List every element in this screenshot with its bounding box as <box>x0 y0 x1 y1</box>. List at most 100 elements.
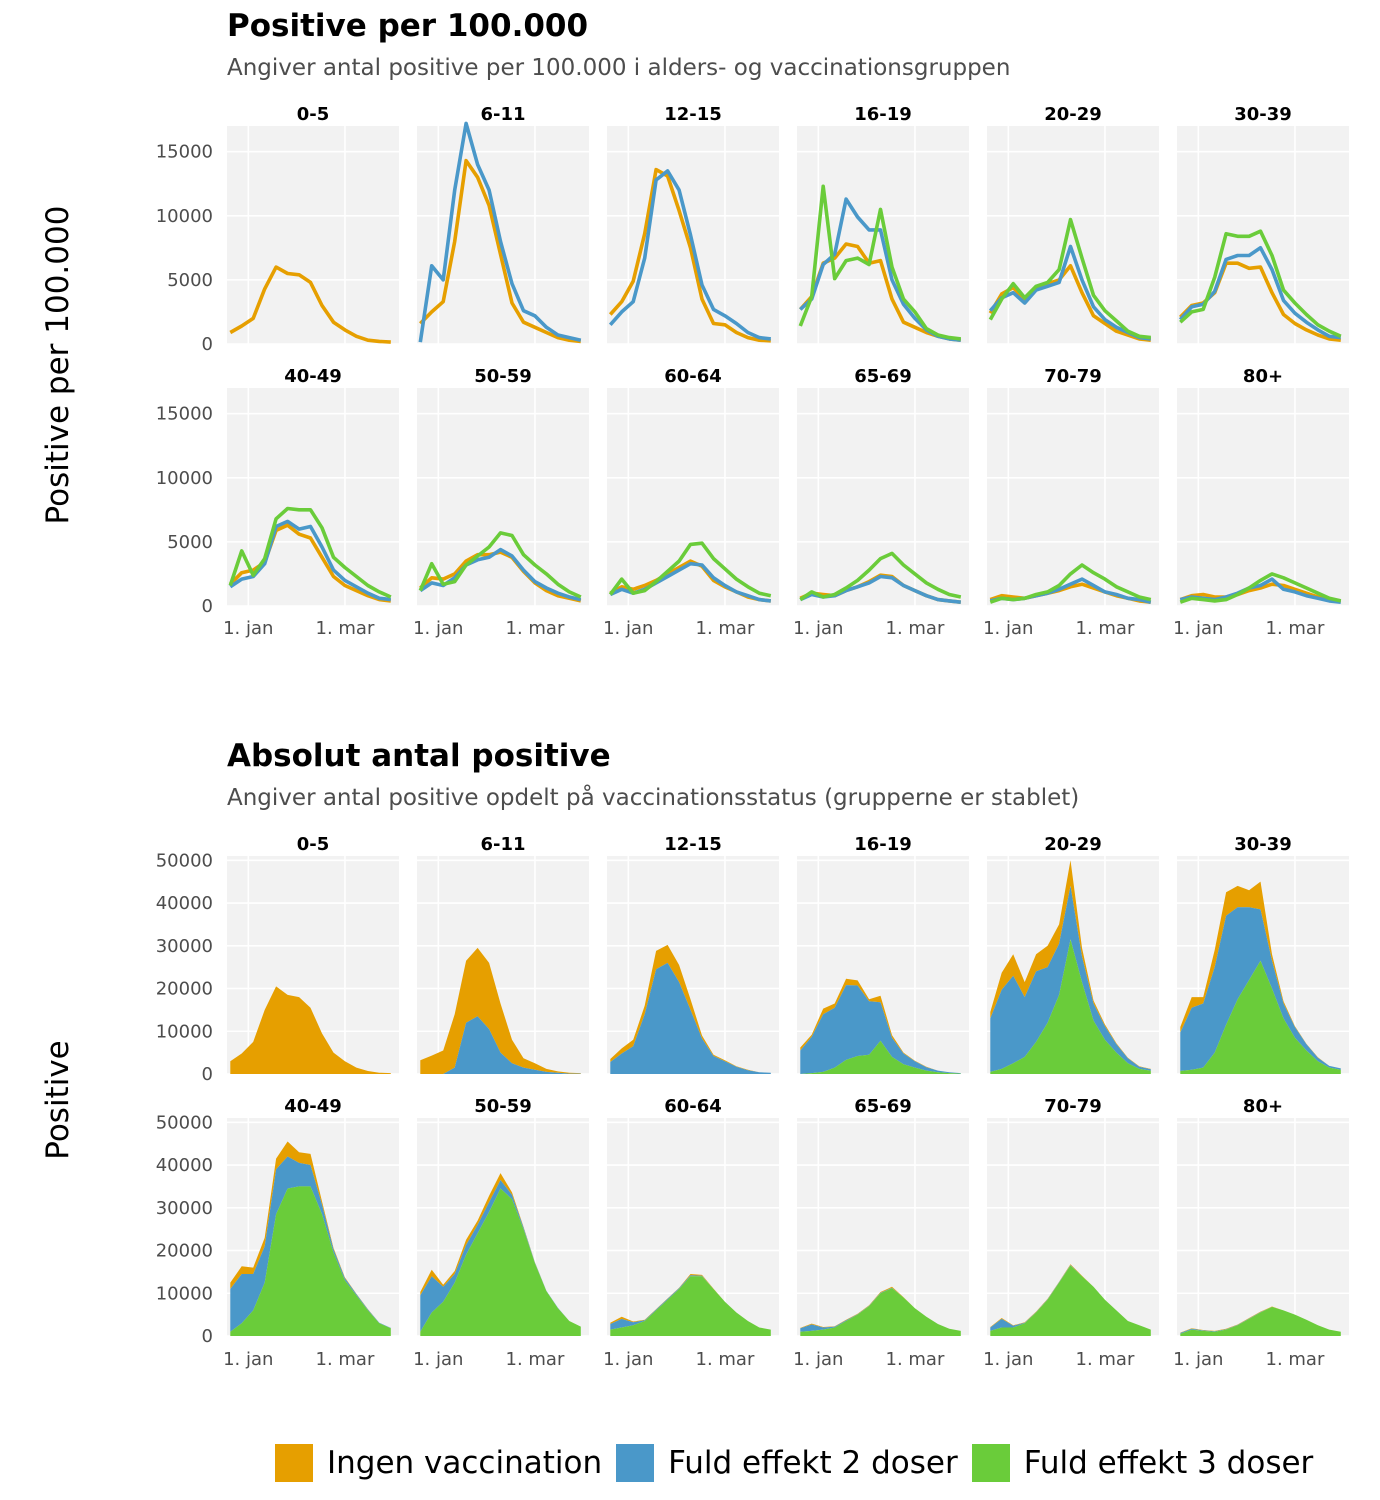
y-tick-label: 30000 <box>156 1198 213 1219</box>
x-tick-label: 1. mar <box>696 1349 755 1370</box>
panel-background <box>797 388 969 606</box>
legend-item-dose3: Fuld effekt 3 doser <box>971 1444 1313 1482</box>
top-block-subtitle: Angiver antal positive per 100.000 i ald… <box>227 55 1011 81</box>
series-ingen-line <box>419 550 582 603</box>
series-dose3-line <box>418 531 582 599</box>
panel-title: 30-39 <box>1234 834 1292 855</box>
area-dose2 <box>990 1265 1151 1331</box>
panel-title: 60-64 <box>664 366 722 387</box>
panel-30-39: 30-39 <box>1177 834 1349 1075</box>
legend-swatch-dose3 <box>971 1444 1010 1482</box>
y-tick-label: 30000 <box>156 936 213 957</box>
panel-title: 20-29 <box>1044 834 1102 855</box>
panel-60-64: 60-64 <box>607 1096 779 1337</box>
panel-40-49: 40-49 <box>227 366 399 607</box>
panel-title: 16-19 <box>854 104 912 125</box>
chart-per-100000: 0-5 0 5000 10000 15000 6-11 12-15 16-19 20-29 30-… <box>156 104 1349 639</box>
area-dose3 <box>420 1188 581 1336</box>
area-ingen <box>420 947 581 1074</box>
y-tick-label: 40000 <box>156 1155 213 1176</box>
area-dose2 <box>230 1156 391 1332</box>
x-tick-label: 1. mar <box>1266 618 1325 639</box>
x-tick-label: 1. jan <box>1173 1349 1223 1370</box>
panel-50-59: 50-59 <box>417 366 589 607</box>
y-tick-label: 0 <box>202 1064 213 1085</box>
area-ingen <box>800 978 961 1074</box>
panel-65-69: 65-69 <box>797 366 969 607</box>
series-ingen-line <box>229 265 391 344</box>
panel-80+: 80+ <box>1177 1096 1349 1337</box>
x-tick-label: 1. mar <box>506 1349 565 1370</box>
y-tick-label: 10000 <box>156 1283 213 1304</box>
area-dose2 <box>1180 1306 1341 1334</box>
panel-title: 70-79 <box>1044 1096 1102 1117</box>
x-tick-label: 1. mar <box>506 618 565 639</box>
legend: Ingen vaccination Fuld effekt 2 doser Fu… <box>275 1444 1327 1482</box>
x-tick-label: 1. mar <box>696 618 755 639</box>
area-dose3 <box>800 1040 961 1074</box>
y-tick-label: 15000 <box>156 404 213 425</box>
panel-0-5: 0-5 <box>227 834 399 1075</box>
x-tick-label: 1. jan <box>793 1349 843 1370</box>
area-dose2 <box>610 962 771 1074</box>
y-tick-label: 0 <box>202 1326 213 1347</box>
series-dose2-line <box>418 121 582 343</box>
x-tick-label: 1. mar <box>1076 618 1135 639</box>
x-tick-label: 1. mar <box>316 618 375 639</box>
panel-20-29: 20-29 <box>987 834 1159 1075</box>
series-dose3-line <box>799 551 962 602</box>
legend-label-ingen: Ingen vaccination <box>327 1445 603 1481</box>
x-tick-label: 1. jan <box>223 618 273 639</box>
legend-swatch-dose2 <box>616 1444 655 1482</box>
panel-40-49: 40-49 <box>227 1096 399 1337</box>
legend-swatch-ingen <box>275 1444 313 1482</box>
legend-item-dose2: Fuld effekt 2 doser <box>616 1444 958 1482</box>
panel-title: 65-69 <box>854 1096 912 1117</box>
x-tick-label: 1. jan <box>1173 618 1223 639</box>
panel-background <box>607 388 779 606</box>
panel-title: 60-64 <box>664 1096 722 1117</box>
x-tick-label: 1. jan <box>413 618 463 639</box>
legend-label-dose2: Fuld effekt 2 doser <box>668 1445 958 1481</box>
x-tick-label: 1. jan <box>223 1349 273 1370</box>
area-dose3 <box>990 939 1151 1074</box>
series-ingen-line <box>608 167 771 343</box>
x-tick-label: 1. jan <box>603 1349 653 1370</box>
panel-30-39: 30-39 <box>1177 104 1349 345</box>
series-dose2-line <box>608 169 772 341</box>
panel-background <box>987 388 1159 606</box>
panel-12-15: 12-15 <box>607 834 779 1075</box>
panel-70-79: 70-79 <box>987 1096 1159 1337</box>
y-tick-label: 50000 <box>156 850 213 871</box>
panel-title: 0-5 <box>297 834 330 855</box>
x-tick-label: 1. mar <box>1266 1349 1325 1370</box>
x-tick-label: 1. jan <box>413 1349 463 1370</box>
panel-50-59: 50-59 <box>417 1096 589 1337</box>
series-dose3-line <box>1179 572 1342 604</box>
legend-item-ingen: Ingen vaccination <box>275 1444 602 1482</box>
panel-background <box>417 126 589 344</box>
area-ingen <box>230 986 391 1074</box>
y-tick-label: 15000 <box>156 142 213 163</box>
panel-80+: 80+ <box>1177 366 1349 607</box>
x-tick-label: 1. jan <box>983 1349 1033 1370</box>
y-tick-label: 5000 <box>167 532 213 553</box>
series-dose3-line <box>1179 229 1342 338</box>
area-dose2 <box>610 1275 771 1330</box>
y-tick-label: 50000 <box>156 1112 213 1133</box>
panel-6-11: 6-11 <box>417 104 589 345</box>
series-ingen-line <box>419 158 581 344</box>
panel-title: 80+ <box>1243 1096 1283 1117</box>
area-dose3 <box>1180 960 1341 1074</box>
x-tick-label: 1. mar <box>316 1349 375 1370</box>
panel-background <box>417 388 589 606</box>
series-dose3-line <box>988 217 1152 340</box>
panel-60-64: 60-64 <box>607 366 779 607</box>
panel-title: 16-19 <box>854 834 912 855</box>
panel-title: 80+ <box>1243 366 1283 387</box>
x-tick-label: 1. mar <box>886 1349 945 1370</box>
panel-20-29: 20-29 <box>987 104 1159 345</box>
panel-title: 20-29 <box>1044 104 1102 125</box>
x-tick-label: 1. mar <box>886 618 945 639</box>
panel-title: 50-59 <box>474 1096 532 1117</box>
